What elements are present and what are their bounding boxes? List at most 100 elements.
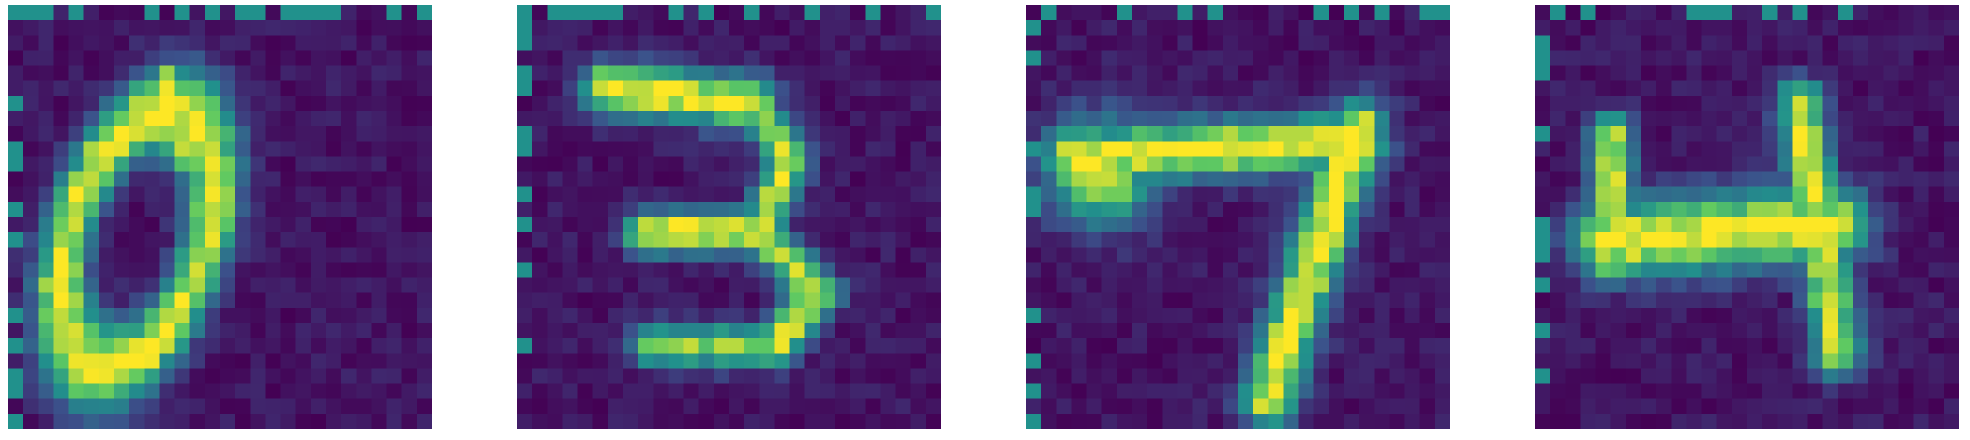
pixel-cell xyxy=(577,186,594,203)
pixel-cell xyxy=(1656,65,1672,82)
pixel-cell xyxy=(1162,247,1178,263)
pixel-cell xyxy=(1298,35,1315,51)
pixel-cell xyxy=(1389,217,1405,233)
pixel-cell xyxy=(1807,141,1824,157)
pixel-cell xyxy=(1656,247,1672,263)
pixel-cell xyxy=(1328,111,1345,127)
pixel-cell xyxy=(1298,65,1315,82)
pixel-cell xyxy=(1807,262,1824,278)
pixel-cell xyxy=(1777,353,1793,369)
pixel-cell xyxy=(729,368,745,384)
pixel-cell xyxy=(1253,353,1269,369)
pixel-cell xyxy=(592,292,609,309)
pixel-cell xyxy=(1625,35,1642,51)
pixel-cell xyxy=(1389,20,1405,36)
pixel-cell xyxy=(1101,50,1118,66)
pixel-cell xyxy=(68,247,85,263)
pixel-cell xyxy=(713,307,730,324)
pixel-cell xyxy=(865,126,881,142)
pixel-cell xyxy=(265,368,281,384)
pixel-cell xyxy=(1656,141,1672,157)
pixel-cell xyxy=(1328,95,1345,112)
pixel-cell xyxy=(653,201,669,218)
pixel-cell xyxy=(1656,111,1672,127)
pixel-cell xyxy=(623,232,639,248)
pixel-cell xyxy=(789,50,806,66)
pixel-cell xyxy=(98,217,115,233)
pixel-cell xyxy=(1610,338,1627,354)
pixel-cell xyxy=(819,232,836,248)
pixel-cell xyxy=(1671,80,1687,97)
pixel-cell xyxy=(1580,50,1596,66)
pixel-cell xyxy=(1792,141,1808,157)
pixel-cell xyxy=(98,277,115,294)
pixel-cell xyxy=(1359,383,1375,400)
pixel-cell xyxy=(532,201,548,218)
pixel-cell xyxy=(8,247,24,263)
pixel-cell xyxy=(356,398,372,415)
pixel-cell xyxy=(1026,156,1042,172)
pixel-cell xyxy=(835,111,851,127)
pixel-cell xyxy=(1147,186,1163,203)
pixel-cell xyxy=(144,5,160,21)
pixel-cell xyxy=(789,292,806,309)
pixel-cell xyxy=(729,201,745,218)
pixel-cell xyxy=(850,247,866,263)
pixel-cell xyxy=(895,398,912,415)
pixel-cell xyxy=(1434,50,1450,66)
pixel-cell xyxy=(1686,80,1702,97)
pixel-cell xyxy=(1071,141,1087,157)
pixel-cell xyxy=(1898,80,1914,97)
pixel-cell xyxy=(835,50,851,66)
pixel-cell xyxy=(1132,50,1148,66)
pixel-cell xyxy=(638,232,654,248)
pixel-cell xyxy=(577,126,594,142)
pixel-cell xyxy=(1374,413,1390,429)
pixel-cell xyxy=(1641,323,1657,339)
pixel-cell xyxy=(1359,65,1375,82)
pixel-cell xyxy=(174,186,191,203)
pixel-cell xyxy=(517,111,533,127)
pixel-cell xyxy=(1192,141,1209,157)
pixel-cell xyxy=(295,141,312,157)
pixel-cell xyxy=(789,80,806,97)
pixel-cell xyxy=(1898,353,1914,369)
pixel-cell xyxy=(1086,5,1103,21)
pixel-cell xyxy=(1928,201,1945,218)
pixel-cell xyxy=(744,65,760,82)
pixel-cell xyxy=(1389,383,1405,400)
pixel-cell xyxy=(1283,95,1299,112)
pixel-cell xyxy=(416,111,432,127)
pixel-cell xyxy=(729,186,745,203)
pixel-cell xyxy=(1747,262,1763,278)
pixel-cell xyxy=(1374,247,1390,263)
pixel-cell xyxy=(280,126,297,142)
pixel-cell xyxy=(1177,5,1193,21)
pixel-cell xyxy=(547,292,563,309)
pixel-cell xyxy=(774,232,790,248)
pixel-cell xyxy=(1656,95,1672,112)
pixel-cell xyxy=(38,20,54,36)
pixel-cell xyxy=(310,292,327,309)
pixel-cell xyxy=(1928,217,1945,233)
pixel-cell xyxy=(53,262,69,278)
pixel-cell xyxy=(910,50,927,66)
pixel-cell xyxy=(623,307,639,324)
pixel-cell xyxy=(1641,413,1657,429)
pixel-cell xyxy=(23,35,39,51)
pixel-cell xyxy=(638,217,654,233)
pixel-cell xyxy=(1026,413,1042,429)
pixel-cell xyxy=(159,413,175,429)
pixel-cell xyxy=(1883,126,1899,142)
pixel-cell xyxy=(204,35,221,51)
pixel-cell xyxy=(1550,368,1566,384)
pixel-cell xyxy=(1086,141,1103,157)
pixel-cell xyxy=(144,413,160,429)
pixel-cell xyxy=(23,20,39,36)
pixel-cell xyxy=(1374,171,1390,188)
pixel-cell xyxy=(68,156,85,172)
pixel-cell xyxy=(623,20,639,36)
pixel-cell xyxy=(265,171,281,188)
pixel-cell xyxy=(1147,217,1163,233)
pixel-cell xyxy=(341,141,357,157)
